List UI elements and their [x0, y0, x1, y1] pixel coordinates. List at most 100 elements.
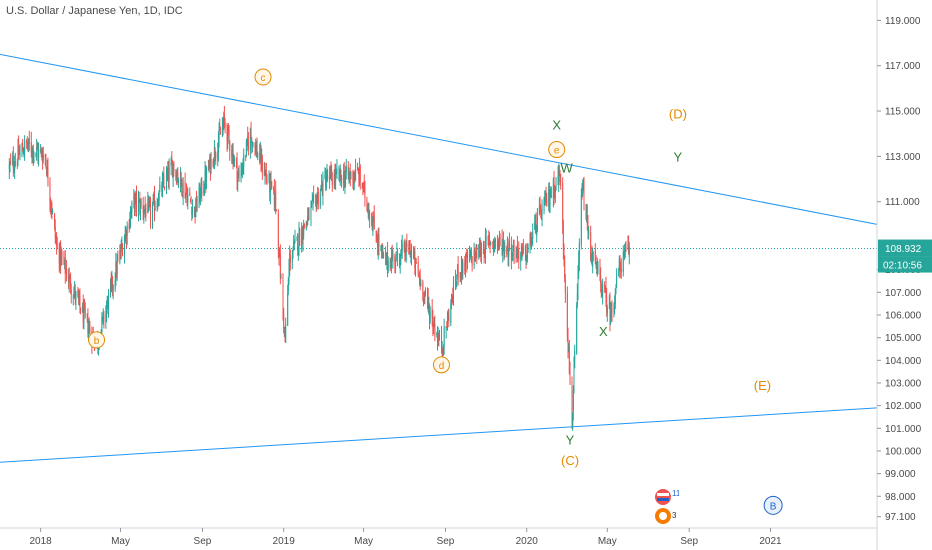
- candle-body: [606, 296, 608, 312]
- x-tick-label: 2020: [516, 536, 539, 547]
- candle-body: [63, 256, 65, 265]
- candle-body: [597, 267, 599, 274]
- candle-body: [278, 249, 280, 260]
- candle-body: [532, 231, 534, 239]
- event-flag-icon[interactable]: 11 3: [651, 488, 681, 528]
- candle-body: [353, 178, 355, 185]
- candle-body: [289, 254, 291, 264]
- candle-body: [246, 138, 248, 143]
- candle-body: [186, 194, 188, 205]
- candle-body: [13, 168, 15, 170]
- candle-body: [154, 208, 156, 211]
- candle-body: [324, 175, 326, 179]
- candle-body: [325, 180, 327, 190]
- candle-body: [60, 254, 62, 261]
- candle-body: [423, 292, 425, 301]
- candle-body: [331, 179, 333, 186]
- candle-body: [243, 154, 245, 167]
- trendline-upper[interactable]: [0, 53, 878, 225]
- candle-body: [252, 142, 254, 143]
- candle-body: [482, 248, 484, 254]
- candle-body: [33, 153, 35, 156]
- candle-body: [271, 181, 273, 188]
- candle-body: [548, 186, 550, 205]
- candle-body: [187, 195, 189, 203]
- wave-label-C: (C): [561, 453, 579, 468]
- candle-body: [488, 235, 490, 239]
- candle-body: [587, 223, 589, 234]
- candle-body: [599, 265, 601, 275]
- candle-body: [476, 245, 478, 259]
- candle-body: [330, 168, 332, 172]
- candle-body: [615, 287, 617, 292]
- candle-body: [616, 275, 618, 284]
- candle-body: [106, 299, 108, 305]
- candle-body: [32, 149, 34, 158]
- candle-body: [74, 287, 76, 293]
- candle-body: [152, 199, 154, 205]
- candle-body: [288, 268, 290, 283]
- candle-body: [291, 256, 293, 262]
- candle-body: [620, 267, 622, 273]
- candle-body: [321, 184, 323, 187]
- candle-body: [250, 128, 252, 137]
- candle-body: [411, 251, 413, 256]
- candle-body: [343, 172, 345, 184]
- candle-body: [600, 283, 602, 295]
- candle-body: [471, 256, 473, 266]
- candle-body: [545, 192, 547, 199]
- candle-body: [126, 232, 128, 239]
- candle-body: [221, 126, 223, 136]
- candle-body: [301, 226, 303, 240]
- candle-body: [179, 173, 181, 183]
- candle-body: [620, 263, 622, 270]
- candle-body: [571, 381, 573, 430]
- candle-body: [498, 238, 500, 243]
- svg-text:11: 11: [672, 489, 679, 498]
- candle-body: [515, 253, 517, 260]
- candle-body: [270, 180, 272, 181]
- candle-body: [142, 206, 144, 213]
- candle-body: [445, 326, 447, 330]
- candle-body: [531, 237, 533, 240]
- y-tick-label: 101.000: [885, 424, 922, 435]
- candle-body: [111, 276, 113, 285]
- candle-body: [485, 239, 487, 241]
- candle-body: [208, 165, 210, 169]
- candle-body: [107, 299, 109, 310]
- candle-body: [205, 168, 207, 183]
- candle-body: [452, 282, 454, 304]
- candle-body: [64, 257, 66, 274]
- candle-body: [437, 334, 439, 344]
- candle-body: [362, 184, 364, 191]
- candle-body: [207, 166, 209, 171]
- candle-body: [625, 250, 627, 252]
- candle-body: [251, 141, 253, 143]
- candle-body: [429, 311, 431, 321]
- candle-body: [224, 122, 226, 127]
- candle-body: [58, 247, 60, 264]
- candle-body: [260, 149, 262, 167]
- candle-body: [494, 238, 496, 245]
- candle-body: [464, 262, 466, 271]
- candle-body: [193, 207, 195, 210]
- candle-body: [145, 208, 147, 217]
- candle-body: [159, 184, 161, 190]
- candle-body: [45, 160, 47, 165]
- candle-body: [215, 153, 217, 157]
- candle-body: [42, 154, 44, 161]
- candle-body: [219, 132, 221, 135]
- wave-label-D: (D): [669, 106, 687, 121]
- candle-body: [144, 205, 146, 210]
- candle-body: [103, 314, 105, 322]
- trendline-lower[interactable]: [0, 407, 878, 463]
- candle-body: [511, 258, 513, 259]
- candle-body: [389, 259, 391, 269]
- candle-body: [448, 315, 450, 323]
- candle-body: [524, 246, 526, 251]
- x-tick-label: Sep: [194, 536, 212, 547]
- candle-body: [16, 162, 18, 164]
- candle-body: [60, 243, 62, 265]
- candle-body: [303, 223, 305, 236]
